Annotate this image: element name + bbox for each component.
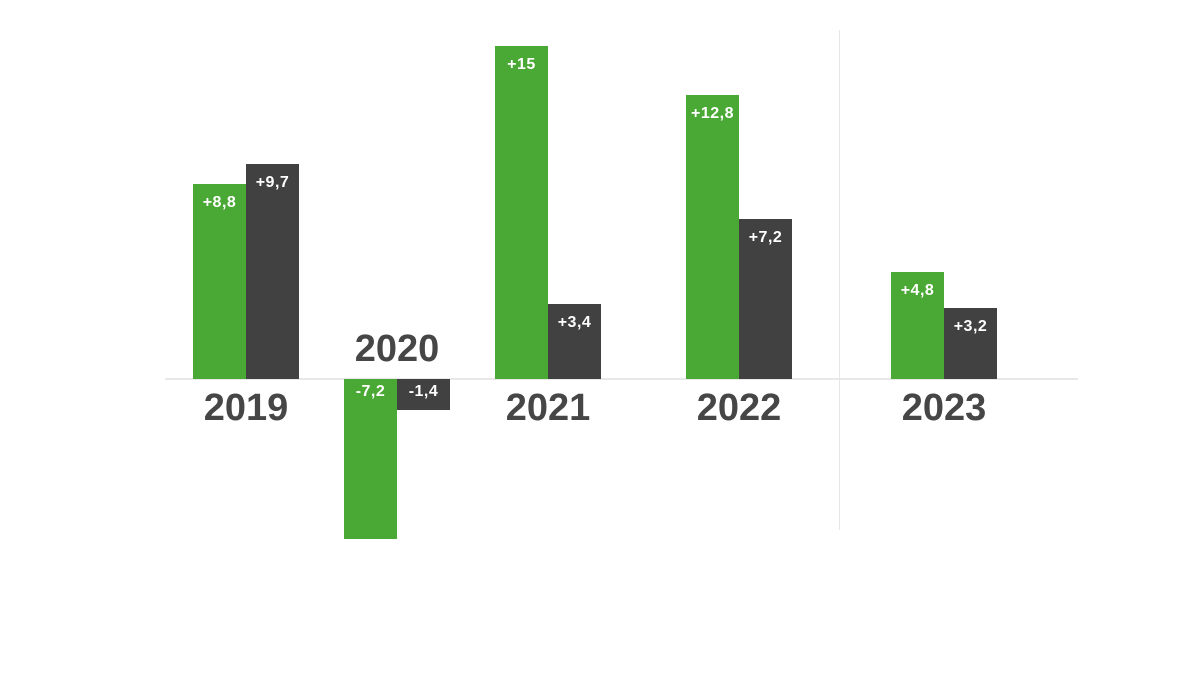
category-label-2019: 2019 bbox=[203, 387, 289, 429]
bar-dark-series-2022: +7,2 bbox=[739, 219, 792, 379]
forecast-separator-line bbox=[839, 30, 840, 530]
bar-green-series-2019: +8,8 bbox=[193, 184, 246, 379]
bar-dark-series-2023: +3,2 bbox=[944, 308, 997, 379]
bar-dark-series-2021: +3,4 bbox=[548, 304, 601, 379]
category-label-2023: 2023 bbox=[901, 387, 987, 429]
category-label-2020: 2020 bbox=[354, 328, 440, 370]
bar-green-series-2023: +4,8 bbox=[891, 272, 944, 379]
value-label-dark-series-2020: -1,4 bbox=[408, 383, 439, 400]
value-label-green-series-2023: +4,8 bbox=[900, 282, 935, 299]
value-label-green-series-2019: +8,8 bbox=[202, 194, 237, 211]
value-label-dark-series-2023: +3,2 bbox=[953, 318, 988, 335]
bar-dark-series-2020: -1,4 bbox=[397, 379, 450, 410]
bar-green-series-2021: +15 bbox=[495, 46, 548, 379]
bar-dark-series-2019: +9,7 bbox=[246, 164, 299, 379]
x-axis-line bbox=[165, 378, 1078, 380]
value-label-dark-series-2021: +3,4 bbox=[557, 314, 592, 331]
bar-green-series-2020: -7,2 bbox=[344, 379, 397, 539]
value-label-dark-series-2019: +9,7 bbox=[255, 174, 290, 191]
category-label-2021: 2021 bbox=[505, 387, 591, 429]
category-label-2022: 2022 bbox=[696, 387, 782, 429]
bar-green-series-2022: +12,8 bbox=[686, 95, 739, 379]
value-label-green-series-2021: +15 bbox=[507, 56, 536, 73]
value-label-green-series-2022: +12,8 bbox=[691, 105, 734, 122]
value-label-dark-series-2022: +7,2 bbox=[748, 229, 783, 246]
value-label-green-series-2020: -7,2 bbox=[355, 383, 386, 400]
